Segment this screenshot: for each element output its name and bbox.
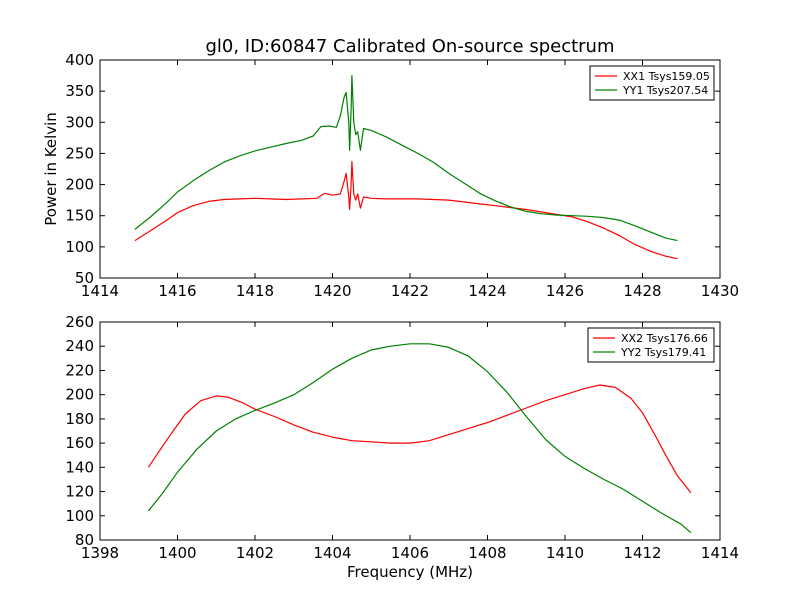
y-tick-label: 350 (65, 82, 94, 100)
x-tick-label: 1416 (158, 282, 196, 300)
series-line-2 (147, 343, 692, 534)
x-tick-label: 1404 (313, 544, 351, 562)
y-tick-label: 200 (65, 176, 94, 194)
x-tick-label: 1408 (468, 544, 506, 562)
y-tick-label: 80 (75, 531, 94, 549)
x-tick-label: 1398 (81, 544, 119, 562)
y-tick-label: 160 (65, 434, 94, 452)
top-panel: 1414 1416 1418 1420 1422 1424 1426 1428 1430 50 10… (42, 51, 739, 300)
y-tick-label: 240 (65, 337, 94, 355)
x-tick-label: 1412 (623, 544, 661, 562)
x-tick-label: 1430 (701, 282, 739, 300)
y-tick-label: 180 (65, 410, 94, 428)
legend-label-1: XX2 Tsys176.66 (621, 332, 708, 345)
x-tick-label: 1414 (701, 544, 739, 562)
legend-label-2: YY2 Tsys179.41 (620, 346, 706, 359)
legend-label-1: XX1 Tsys159.05 (623, 70, 710, 83)
y-tick-label: 250 (65, 144, 94, 162)
y-tick-label: 140 (65, 458, 94, 476)
x-tick-label: 1422 (391, 282, 429, 300)
x-axis-label: Frequency (MHz) (347, 563, 473, 581)
x-tick-label: 1424 (468, 282, 506, 300)
y-tick-label: 100 (65, 238, 94, 256)
y-tick-label: 150 (65, 207, 94, 225)
chart-title: gl0, ID:60847 Calibrated On-source spect… (205, 36, 614, 57)
y-tick-label: 300 (65, 113, 94, 131)
x-tick-label: 1414 (81, 282, 119, 300)
bottom-panel: 1398 1400 1402 1404 1406 1408 1410 1412 1414 80 10… (65, 313, 739, 581)
y-tick-label: 50 (75, 269, 94, 287)
y-tick-label: 200 (65, 386, 94, 404)
legend-label-2: YY1 Tsys207.54 (622, 84, 708, 97)
series-line-2 (134, 74, 678, 242)
series-line-1 (134, 160, 678, 260)
y-tick-label: 400 (65, 51, 94, 69)
legend-box (589, 65, 715, 101)
x-tick-label: 1420 (313, 282, 351, 300)
x-tick-label: 1400 (158, 544, 196, 562)
x-tick-label: 1428 (623, 282, 661, 300)
series-line-1 (147, 384, 692, 494)
y-tick-label: 100 (65, 507, 94, 525)
y-axis-label: Power in Kelvin (42, 112, 60, 226)
legend-box (587, 327, 715, 363)
y-tick-label: 220 (65, 361, 94, 379)
x-tick-label: 1418 (236, 282, 274, 300)
y-tick-label: 260 (65, 313, 94, 331)
x-tick-label: 1402 (236, 544, 274, 562)
y-tick-label: 120 (65, 483, 94, 501)
x-tick-label: 1406 (391, 544, 429, 562)
x-tick-label: 1410 (546, 544, 584, 562)
x-tick-label: 1426 (546, 282, 584, 300)
